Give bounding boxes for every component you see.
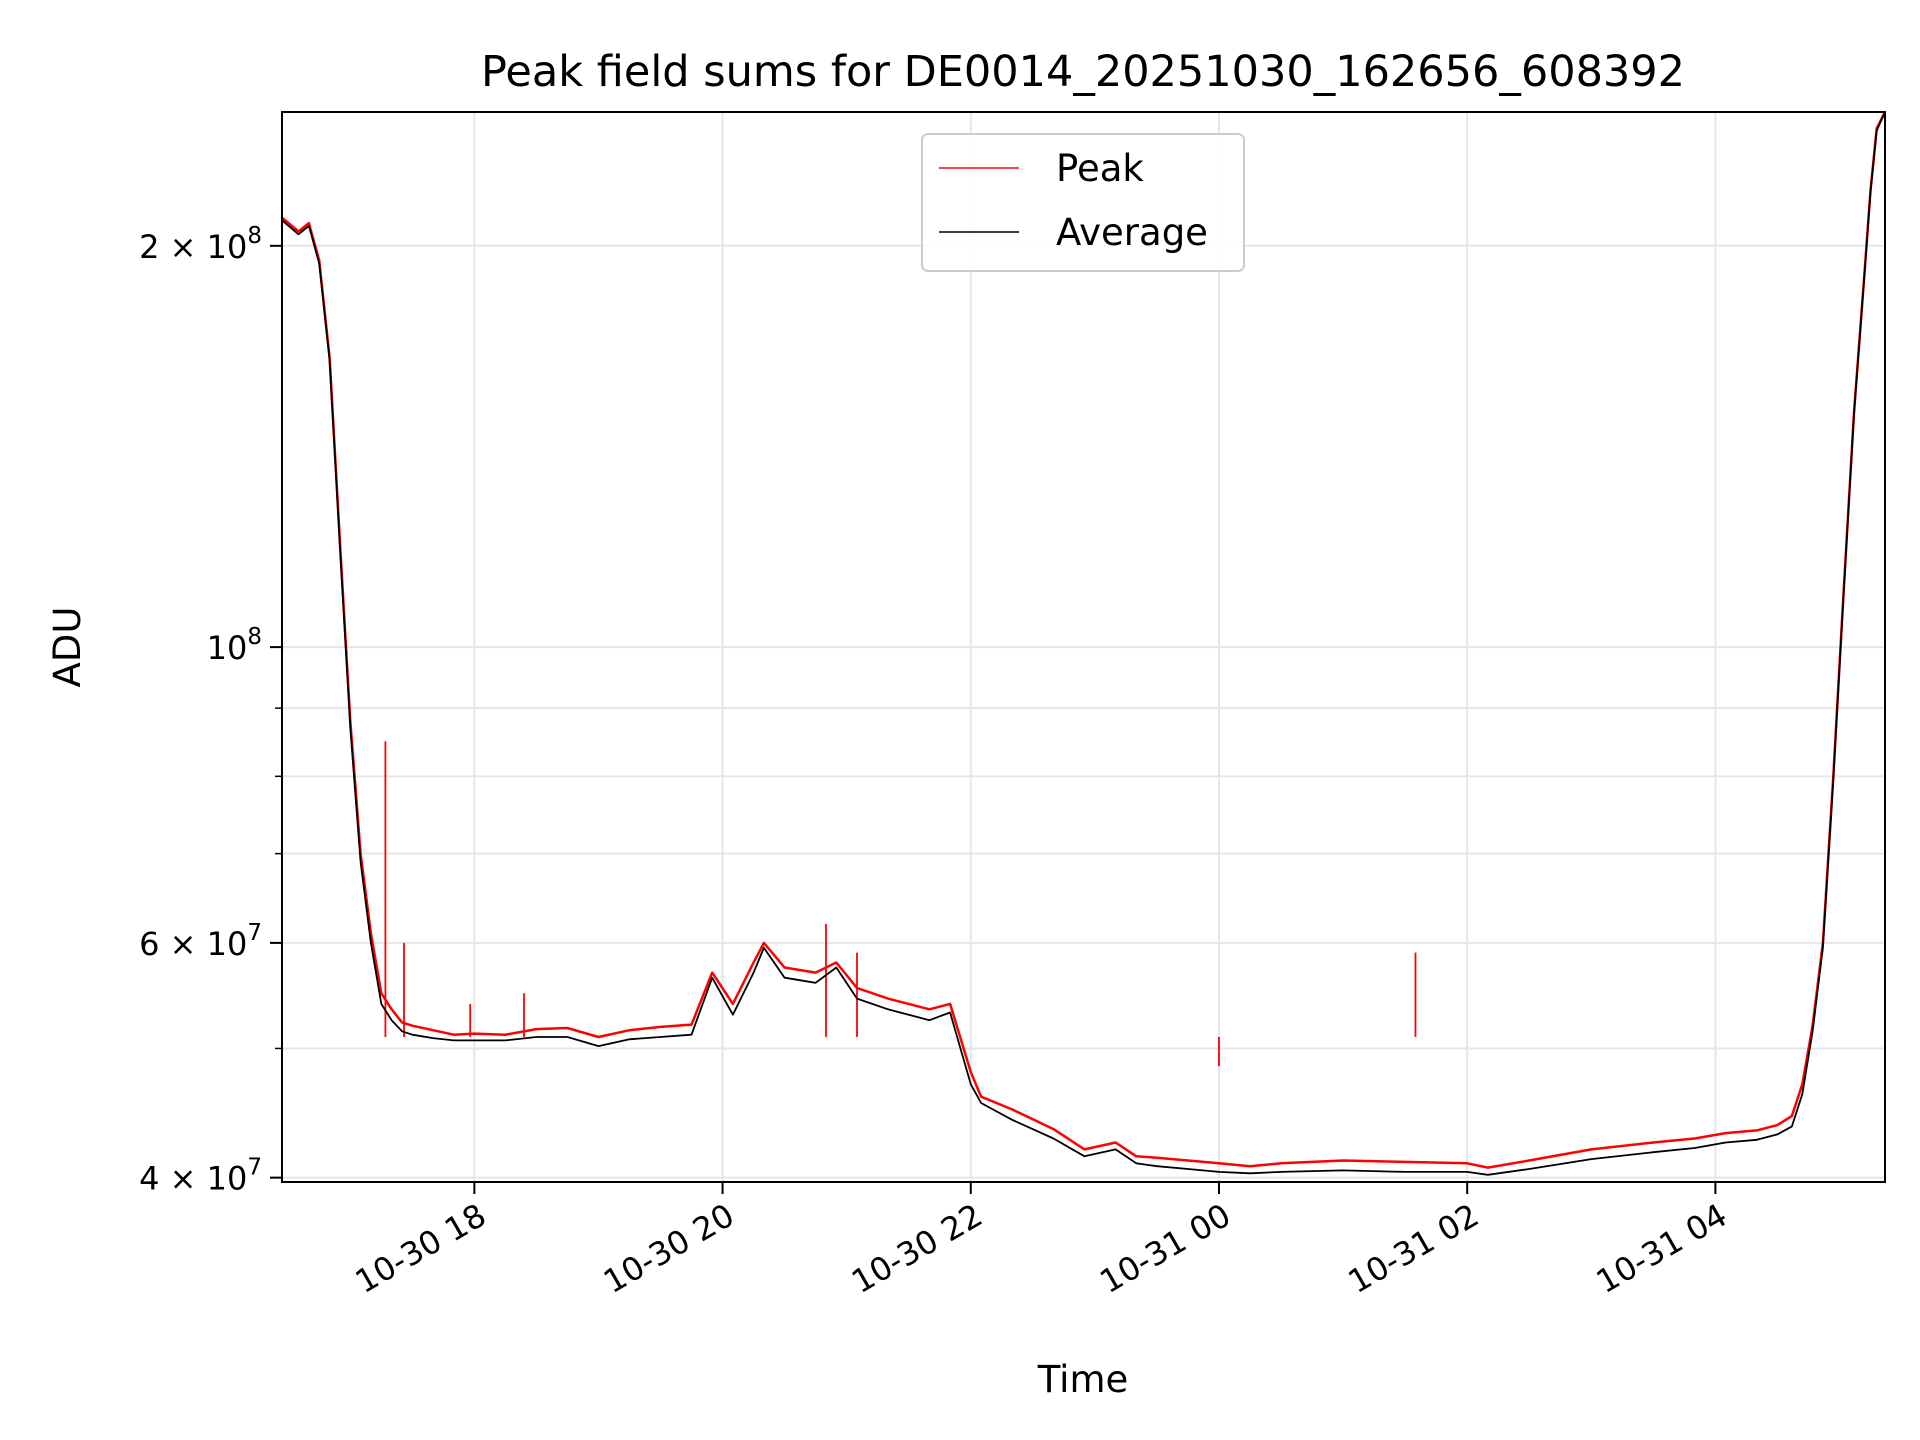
legend-label-average: Average xyxy=(1056,211,1208,254)
series-line-average xyxy=(281,111,1886,1176)
y-tick-label: 4 × 107 xyxy=(139,1155,262,1198)
series-lines xyxy=(281,111,1887,1176)
y-axis-label: ADU xyxy=(46,607,89,688)
legend-label-peak: Peak xyxy=(1056,147,1144,190)
x-axis-label: Time xyxy=(1037,1358,1129,1401)
series-line-peak xyxy=(281,111,1887,1169)
chart-title: Peak field sums for DE0014_20251030_1626… xyxy=(481,47,1685,97)
y-tick-label: 2 × 108 xyxy=(139,223,262,266)
y-tick-label: 6 × 107 xyxy=(139,920,262,963)
y-tick-label: 108 xyxy=(207,624,262,667)
legend: Peak Average xyxy=(921,133,1245,272)
